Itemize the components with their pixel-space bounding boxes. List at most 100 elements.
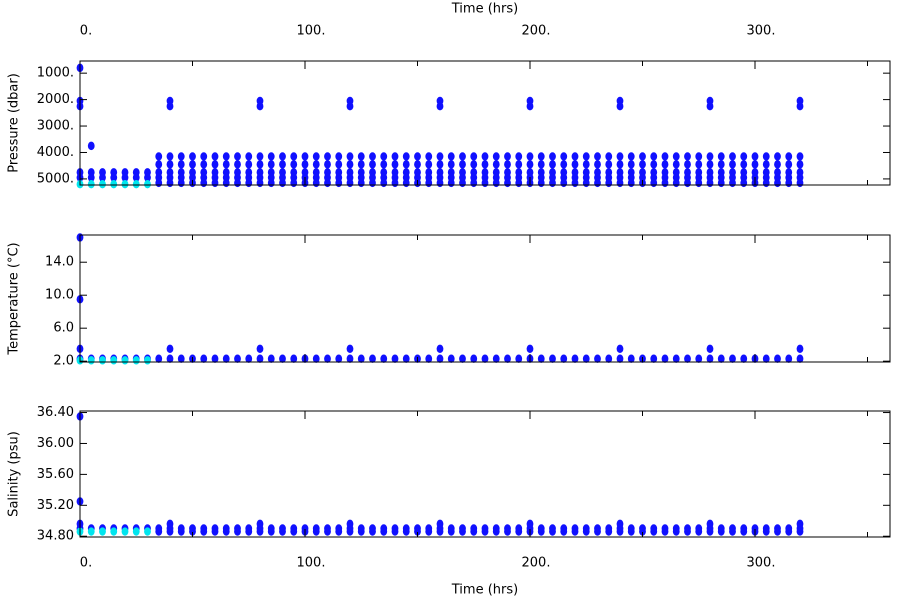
data-point (312, 527, 320, 536)
data-point (492, 152, 500, 161)
data-point (560, 527, 568, 536)
data-point (447, 160, 455, 169)
data-point (234, 160, 241, 169)
data-point (222, 160, 230, 169)
data-point (312, 354, 320, 363)
data-point (121, 356, 129, 365)
data-point (121, 527, 129, 536)
data-point (436, 160, 444, 169)
data-point (616, 527, 624, 536)
data-point (729, 527, 736, 536)
data-point (346, 519, 354, 529)
data-point (144, 527, 151, 536)
data-point (616, 152, 624, 161)
data-point (144, 356, 151, 365)
data-point (571, 160, 579, 169)
data-point (481, 527, 489, 536)
data-point (504, 354, 511, 363)
data-point (706, 160, 714, 169)
data-point (312, 160, 320, 169)
data-point (672, 152, 680, 161)
data-point (447, 527, 455, 536)
data-point (256, 102, 264, 111)
data-point (560, 152, 568, 161)
data-point (605, 354, 613, 363)
data-point (245, 354, 253, 363)
data-point (357, 354, 365, 363)
data-point (290, 527, 298, 536)
data-point (189, 160, 196, 169)
data-point (549, 160, 556, 169)
data-point (121, 173, 129, 182)
data-point (301, 152, 309, 161)
data-point (504, 160, 511, 169)
y-tick-label: 6.0 (53, 321, 74, 336)
data-point (312, 178, 320, 188)
data-point (672, 527, 680, 536)
data-point (132, 173, 140, 182)
data-point (605, 160, 613, 169)
data-point (132, 180, 140, 189)
data-point (267, 160, 275, 169)
data-point (796, 152, 804, 161)
data-point (526, 344, 534, 354)
data-point (627, 354, 635, 363)
data-point (346, 178, 354, 188)
data-point (661, 160, 669, 169)
data-point (166, 354, 174, 363)
data-point (526, 519, 534, 529)
data-point (706, 354, 714, 363)
data-point (639, 160, 646, 169)
data-point (537, 160, 545, 169)
y-tick-label: 34.80 (37, 529, 74, 544)
data-point (380, 527, 388, 536)
data-point (211, 152, 219, 161)
data-point (504, 527, 511, 536)
data-point (762, 178, 770, 188)
data-point (717, 178, 725, 188)
data-point (290, 152, 298, 161)
data-point (425, 527, 433, 536)
data-point (481, 160, 489, 169)
data-point (87, 356, 95, 365)
data-point (785, 152, 793, 161)
data-point (549, 178, 556, 188)
data-point (762, 527, 770, 536)
data-point (436, 152, 444, 161)
data-point (110, 180, 118, 189)
data-point (616, 178, 624, 188)
data-point (796, 527, 804, 536)
x-tick-label: 0. (80, 556, 92, 571)
data-point (177, 152, 185, 161)
data-point (684, 527, 691, 536)
x-tick-label: 0. (80, 24, 92, 39)
data-point (312, 152, 320, 161)
data-point (785, 527, 793, 536)
data-point (706, 527, 714, 536)
y-axis-label: Salinity (psu) (7, 431, 22, 517)
data-point (402, 178, 410, 188)
data-point (774, 152, 781, 161)
data-point (166, 178, 174, 188)
data-point (234, 152, 241, 161)
data-point (515, 527, 523, 536)
y-tick-label: 10.0 (45, 288, 74, 303)
data-point (470, 354, 478, 363)
data-point (211, 160, 219, 169)
data-point (87, 527, 95, 536)
data-point (200, 160, 208, 169)
data-point (166, 152, 174, 161)
data-point (369, 354, 376, 363)
data-point (436, 102, 444, 111)
data-point (650, 178, 658, 188)
data-point (189, 152, 196, 161)
data-point (459, 160, 466, 169)
data-point (560, 354, 568, 363)
data-point (357, 178, 365, 188)
y-axis-label: Pressure (dbar) (7, 73, 22, 173)
data-point (222, 527, 230, 536)
data-point (661, 354, 669, 363)
data-point (672, 160, 680, 169)
x-axis-label: Time (hrs) (451, 583, 518, 598)
